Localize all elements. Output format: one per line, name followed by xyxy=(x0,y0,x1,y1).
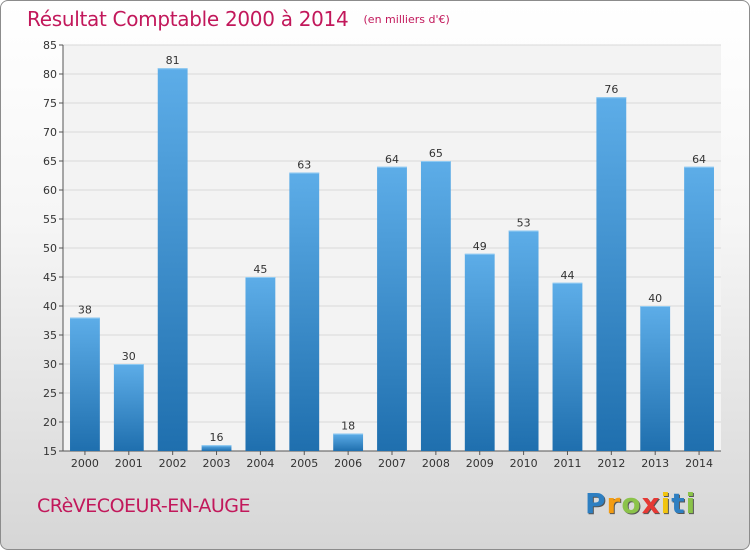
x-tick-label: 2009 xyxy=(466,457,494,470)
data-label-2011: 44 xyxy=(560,269,574,282)
bar-2012 xyxy=(596,97,627,451)
y-tick-label: 35 xyxy=(43,329,57,342)
data-label-2000: 38 xyxy=(78,304,92,317)
x-tick-label: 2000 xyxy=(71,457,99,470)
x-tick-label: 2003 xyxy=(203,457,231,470)
x-tick-label: 2010 xyxy=(510,457,538,470)
y-tick-label: 30 xyxy=(43,358,57,371)
logo-letter: P xyxy=(585,487,607,520)
x-tick-label: 2012 xyxy=(597,457,625,470)
x-tick-label: 2013 xyxy=(641,457,669,470)
y-tick-label: 70 xyxy=(43,126,57,139)
proxiti-logo: Proxiti xyxy=(585,487,696,520)
x-tick-label: 2008 xyxy=(422,457,450,470)
y-tick-label: 55 xyxy=(43,213,57,226)
bar-2003 xyxy=(201,445,232,451)
data-label-2013: 40 xyxy=(648,292,662,305)
data-label-2001: 30 xyxy=(122,350,136,363)
bar-2001 xyxy=(113,364,144,451)
data-label-2003: 16 xyxy=(210,431,224,444)
logo-letter: i xyxy=(660,487,672,520)
data-label-2009: 49 xyxy=(473,240,487,253)
x-tick-label: 2011 xyxy=(553,457,581,470)
data-label-2005: 63 xyxy=(297,159,311,172)
bar-2014 xyxy=(684,166,714,452)
logo-letter: x xyxy=(641,487,661,520)
y-tick-label: 50 xyxy=(43,242,57,255)
bar-2002 xyxy=(157,68,188,451)
data-label-2007: 64 xyxy=(385,153,399,166)
chart-subtitle: (en milliers d'€) xyxy=(363,13,450,26)
chart-title: Résultat Comptable 2000 à 2014 xyxy=(27,7,349,31)
bar-2011 xyxy=(552,282,583,451)
logo-letter: t xyxy=(671,487,686,520)
y-tick-label: 20 xyxy=(43,416,57,429)
logo-letter: r xyxy=(606,487,622,520)
x-tick-label: 2004 xyxy=(246,457,274,470)
data-label-2010: 53 xyxy=(517,217,531,230)
data-label-2008: 65 xyxy=(429,147,443,160)
y-tick-label: 45 xyxy=(43,271,57,284)
bar-2004 xyxy=(245,277,276,451)
x-tick-label: 2002 xyxy=(159,457,187,470)
data-label-2002: 81 xyxy=(166,54,180,67)
bar-2000 xyxy=(70,317,100,451)
bar-2009 xyxy=(464,253,495,451)
data-label-2004: 45 xyxy=(253,263,267,276)
bar-2005 xyxy=(289,172,320,451)
x-tick-label: 2005 xyxy=(290,457,318,470)
data-label-2014: 64 xyxy=(692,153,706,166)
y-tick-label: 80 xyxy=(43,68,57,81)
x-tick-label: 2014 xyxy=(685,457,713,470)
title-row: Résultat Comptable 2000 à 2014 (en milli… xyxy=(27,7,450,31)
y-tick-label: 85 xyxy=(43,39,57,52)
y-tick-label: 15 xyxy=(43,445,57,458)
y-tick-label: 60 xyxy=(43,184,57,197)
data-label-2012: 76 xyxy=(604,83,618,96)
x-tick-label: 2006 xyxy=(334,457,362,470)
logo-letter: o xyxy=(621,487,642,520)
x-tick-label: 2007 xyxy=(378,457,406,470)
bar-2007 xyxy=(377,166,407,452)
y-tick-label: 65 xyxy=(43,155,57,168)
commune-name: CRèVECOEUR-EN-AUGE xyxy=(37,495,251,517)
y-tick-label: 40 xyxy=(43,300,57,313)
data-label-2006: 18 xyxy=(341,420,355,433)
y-tick-label: 25 xyxy=(43,387,57,400)
logo-letter: i xyxy=(685,487,697,520)
y-tick-label: 75 xyxy=(43,97,57,110)
bar-2010 xyxy=(508,230,539,451)
bar-2013 xyxy=(640,306,671,451)
x-tick-label: 2001 xyxy=(115,457,143,470)
bar-2006 xyxy=(333,433,364,451)
bar-2008 xyxy=(420,161,451,451)
